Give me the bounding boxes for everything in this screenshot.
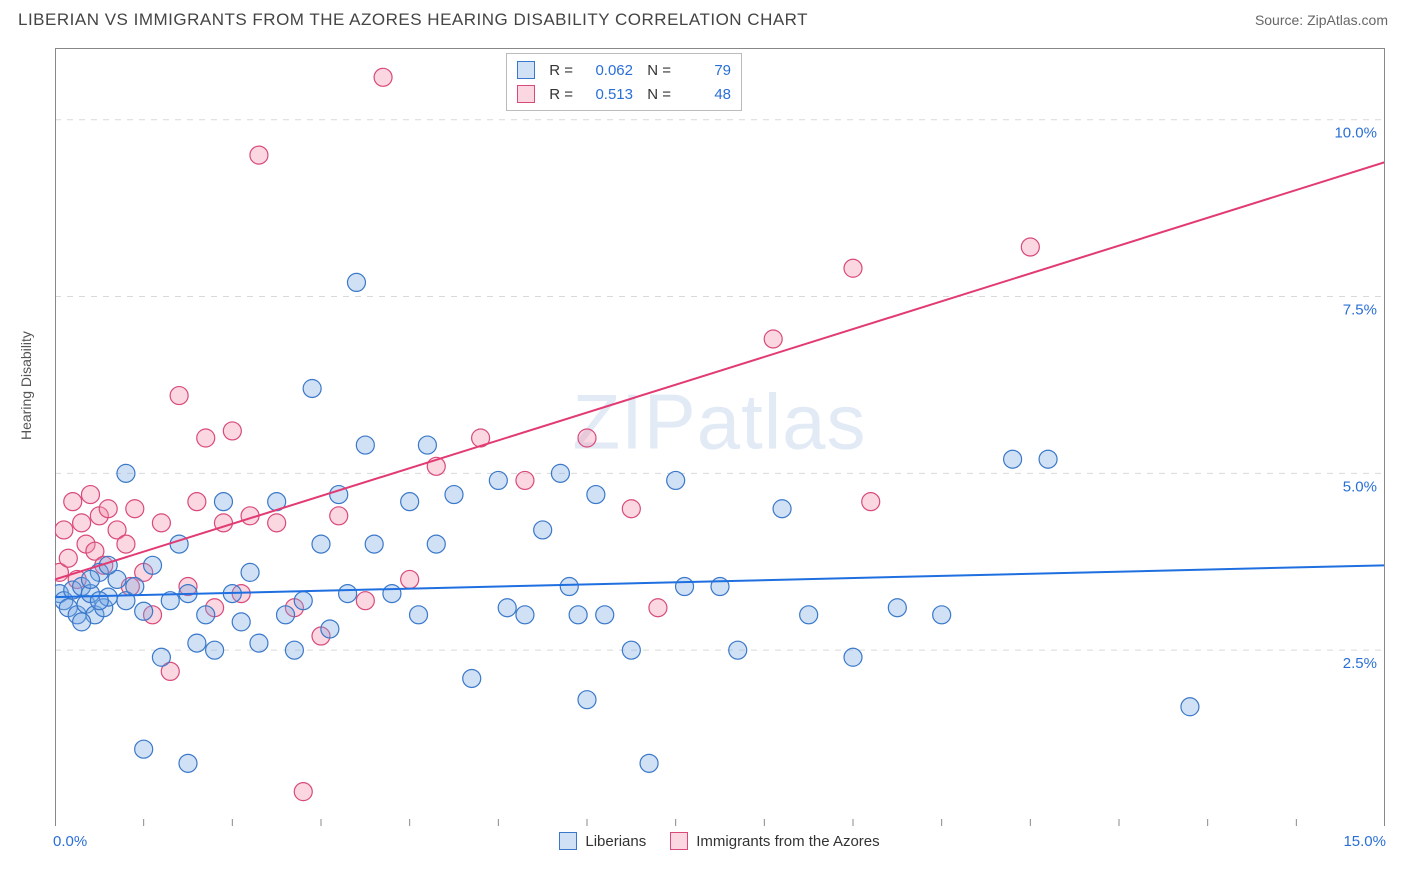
stats-row-blue: R = 0.062 N = 79 (517, 58, 731, 82)
swatch-blue-icon (517, 61, 535, 79)
n-value-pink: 48 (679, 86, 731, 103)
svg-text:10.0%: 10.0% (1334, 125, 1377, 142)
bottom-legend: Liberians Immigrants from the Azores (55, 832, 1384, 850)
y-axis-label: Hearing Disability (18, 331, 34, 440)
x-axis-min-label: 0.0% (53, 833, 87, 850)
swatch-pink-icon (670, 832, 688, 850)
chart-title: LIBERIAN VS IMMIGRANTS FROM THE AZORES H… (18, 10, 808, 30)
svg-text:5.0%: 5.0% (1343, 478, 1377, 495)
x-axis-max-label: 15.0% (1343, 833, 1386, 850)
legend-item-blue: Liberians (559, 832, 646, 850)
stats-row-pink: R = 0.513 N = 48 (517, 82, 731, 106)
source-prefix: Source: (1255, 12, 1307, 28)
r-value-pink: 0.513 (581, 86, 633, 103)
scatter-plot: 2.5% 5.0% 7.5% 10.0% (55, 49, 1384, 826)
swatch-pink-icon (517, 85, 535, 103)
svg-text:7.5%: 7.5% (1343, 302, 1377, 319)
stats-legend-box: R = 0.062 N = 79 R = 0.513 N = 48 (506, 53, 742, 111)
header: LIBERIAN VS IMMIGRANTS FROM THE AZORES H… (0, 0, 1406, 36)
r-value-blue: 0.062 (581, 62, 633, 79)
swatch-blue-icon (559, 832, 577, 850)
r-label: R = (543, 86, 573, 103)
n-value-blue: 79 (679, 62, 731, 79)
n-label: N = (641, 86, 671, 103)
r-label: R = (543, 62, 573, 79)
chart-area: ZIPatlas 2.5%5.0%7.5%10.0% R = 0.062 N =… (55, 48, 1385, 826)
legend-item-pink: Immigrants from the Azores (670, 832, 879, 850)
n-label: N = (641, 62, 671, 79)
legend-label-pink: Immigrants from the Azores (696, 833, 879, 850)
legend-label-blue: Liberians (585, 833, 646, 850)
source-name: ZipAtlas.com (1307, 12, 1388, 28)
source-attribution: Source: ZipAtlas.com (1255, 12, 1388, 28)
svg-text:2.5%: 2.5% (1343, 655, 1377, 672)
